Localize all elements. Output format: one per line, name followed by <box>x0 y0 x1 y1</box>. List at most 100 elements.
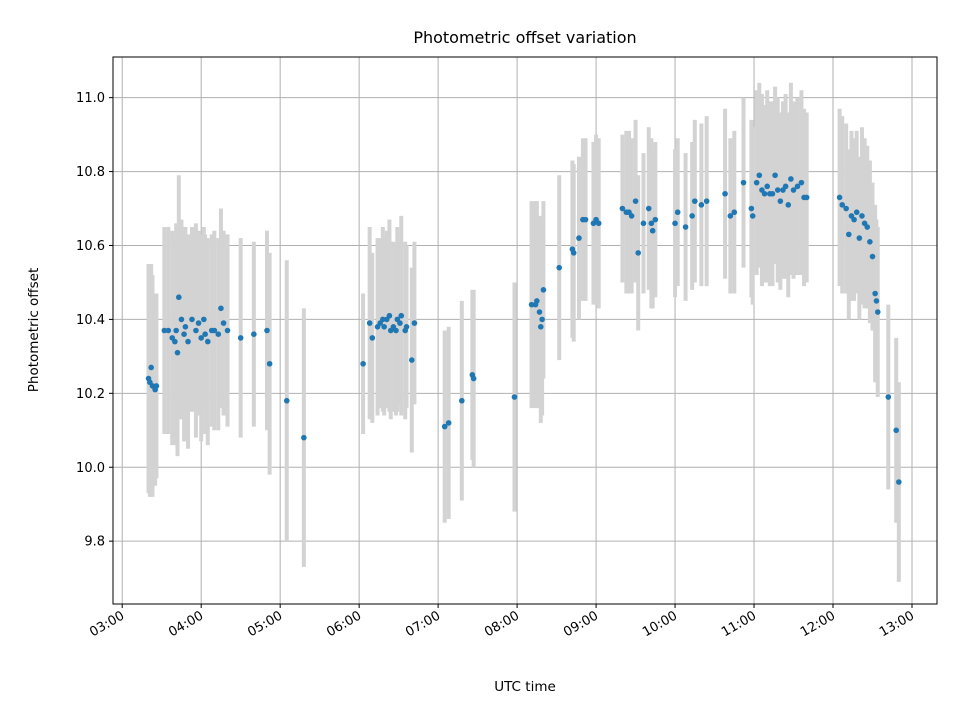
data-point <box>753 179 760 186</box>
data-point <box>237 335 244 341</box>
data-point <box>215 331 222 337</box>
data-point <box>173 327 179 334</box>
data-point <box>764 183 770 190</box>
data-point <box>790 187 797 193</box>
data-point <box>798 179 805 186</box>
data-point <box>178 316 185 323</box>
data-point <box>224 327 231 334</box>
data-point <box>788 176 794 182</box>
data-point <box>201 316 207 323</box>
data-point <box>856 235 863 241</box>
data-point <box>874 309 881 315</box>
data-point <box>703 198 710 204</box>
data-point <box>692 198 698 204</box>
data-point <box>619 205 626 212</box>
data-point <box>403 324 410 330</box>
data-point <box>885 394 892 400</box>
y-axis-label: Photometric offset <box>26 268 42 392</box>
data-point <box>628 213 635 219</box>
plot-frame <box>112 56 938 605</box>
y-tick-label: 10.8 <box>76 165 105 180</box>
data-point <box>283 397 290 404</box>
data-point <box>645 205 652 212</box>
data-point <box>445 420 452 426</box>
data-point <box>839 202 846 208</box>
data-point <box>896 479 902 485</box>
data-point <box>803 194 810 201</box>
data-point <box>198 335 204 341</box>
data-point <box>672 220 678 227</box>
data-point <box>740 179 747 186</box>
data-point <box>872 290 878 297</box>
data-point <box>411 320 418 326</box>
data-point <box>185 338 191 345</box>
data-point <box>172 338 178 345</box>
data-point <box>264 327 270 334</box>
grid <box>113 57 937 604</box>
data-point <box>727 213 734 219</box>
data-point <box>640 220 647 227</box>
data-point <box>148 364 154 371</box>
data-point <box>381 324 387 330</box>
data-point <box>204 338 211 345</box>
data-point <box>576 235 582 241</box>
y-tick-label: 9.8 <box>84 535 105 550</box>
data-point <box>182 324 189 330</box>
data-point <box>459 397 465 404</box>
data-point <box>189 316 195 323</box>
data-point <box>540 287 547 293</box>
data-point <box>165 327 172 334</box>
data-point <box>843 205 849 212</box>
data-point <box>794 183 801 190</box>
data-point <box>761 190 768 197</box>
data-point <box>635 250 642 256</box>
data-point <box>731 209 738 216</box>
data-points <box>145 172 902 485</box>
data-point <box>756 172 763 179</box>
data-point <box>851 216 857 223</box>
data-point <box>698 202 705 208</box>
data-point <box>748 205 755 212</box>
data-point <box>649 227 656 234</box>
data-point <box>836 194 843 201</box>
data-point <box>893 427 899 434</box>
data-point <box>511 394 518 400</box>
data-point <box>386 312 393 319</box>
data-point <box>873 298 880 304</box>
data-point <box>301 434 307 441</box>
data-point <box>864 224 871 230</box>
data-point <box>772 172 778 179</box>
data-point <box>251 331 257 337</box>
data-point <box>556 264 563 271</box>
data-point <box>528 301 535 308</box>
data-point <box>380 316 386 323</box>
data-point <box>869 253 876 260</box>
data-point <box>470 375 477 382</box>
data-point <box>369 335 376 341</box>
data-point <box>777 198 784 204</box>
data-point <box>153 383 160 389</box>
data-point <box>195 320 202 326</box>
data-point <box>859 213 865 219</box>
data-point <box>536 309 543 315</box>
data-point <box>570 250 577 256</box>
data-point <box>722 190 728 197</box>
data-point <box>397 320 403 326</box>
data-point <box>846 231 852 238</box>
data-point <box>769 190 776 197</box>
data-point <box>652 216 659 223</box>
data-point <box>682 224 689 230</box>
data-point <box>774 187 781 193</box>
data-point <box>537 324 544 330</box>
data-point <box>582 216 589 223</box>
data-point <box>161 327 168 334</box>
data-point <box>360 360 366 367</box>
data-point <box>174 349 181 356</box>
data-point <box>408 357 415 363</box>
data-point <box>202 331 208 337</box>
y-tick-label: 10.6 <box>76 239 105 254</box>
data-point <box>785 202 792 208</box>
data-point <box>689 213 695 219</box>
